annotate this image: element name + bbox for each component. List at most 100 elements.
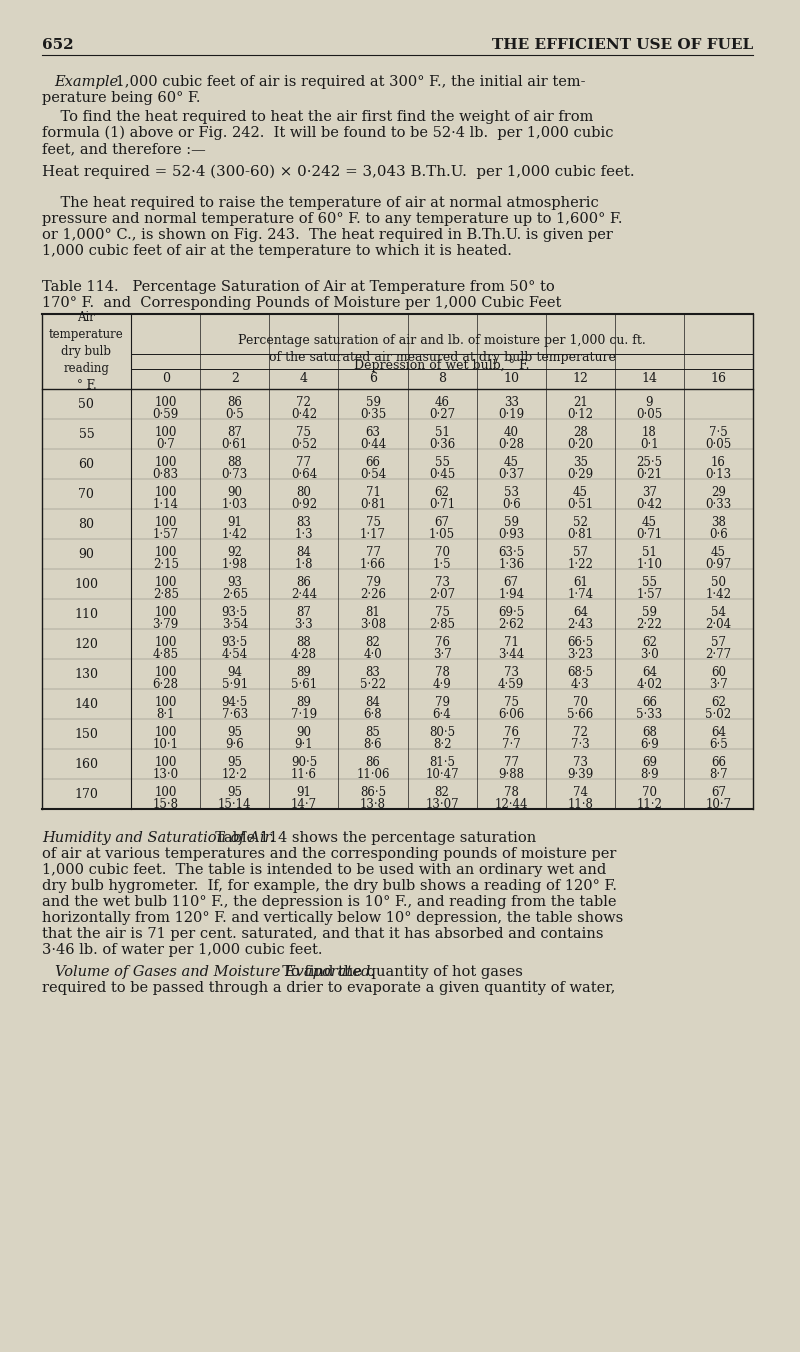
Text: 76: 76 [504,726,518,740]
Text: 4·0: 4·0 [364,648,382,661]
Text: 0·19: 0·19 [498,408,524,420]
Text: 7·7: 7·7 [502,738,521,750]
Text: 2·43: 2·43 [567,618,594,631]
Text: 4·28: 4·28 [291,648,317,661]
Text: 86: 86 [297,576,311,589]
Text: 25·5: 25·5 [636,456,662,469]
Text: 93·5: 93·5 [222,606,248,619]
Text: Air
temperature
dry bulb
reading
° F.: Air temperature dry bulb reading ° F. [49,311,124,392]
Text: 38: 38 [711,516,726,529]
Text: 2·26: 2·26 [360,588,386,602]
Text: 71: 71 [504,635,518,649]
Text: 55: 55 [78,427,94,441]
Text: 100: 100 [154,396,177,410]
Text: 1·14: 1·14 [153,498,178,511]
Text: 67: 67 [711,786,726,799]
Text: 11·2: 11·2 [637,798,662,811]
Text: 90: 90 [227,485,242,499]
Text: 73: 73 [504,667,518,679]
Text: 90·5: 90·5 [290,756,317,769]
Text: 5·91: 5·91 [222,677,248,691]
Text: 71: 71 [366,485,381,499]
Text: 8: 8 [438,373,446,385]
Text: 80: 80 [78,518,94,530]
Text: 10·47: 10·47 [426,768,459,781]
Text: 11·6: 11·6 [291,768,317,781]
Text: horizontally from 120° F. and vertically below 10° depression, the table shows: horizontally from 120° F. and vertically… [42,911,623,925]
Text: 0·27: 0·27 [429,408,455,420]
Text: 91: 91 [297,786,311,799]
Text: 50: 50 [711,576,726,589]
Text: 55: 55 [642,576,657,589]
Text: 1·8: 1·8 [294,558,313,571]
Text: 80·5: 80·5 [429,726,455,740]
Text: 46: 46 [434,396,450,410]
Text: 66: 66 [711,756,726,769]
Text: 62: 62 [711,696,726,708]
Text: 89: 89 [297,696,311,708]
Text: 6·06: 6·06 [498,708,524,721]
Text: 95: 95 [227,726,242,740]
Text: 9·1: 9·1 [294,738,314,750]
Text: 12·44: 12·44 [494,798,528,811]
Text: 69·5: 69·5 [498,606,524,619]
Text: 0·61: 0·61 [222,438,248,452]
Text: 64: 64 [642,667,657,679]
Text: 13·0: 13·0 [153,768,178,781]
Text: 52: 52 [573,516,588,529]
Text: 1·10: 1·10 [637,558,662,571]
Text: 1,000 cubic feet.  The table is intended to be used with an ordinary wet and: 1,000 cubic feet. The table is intended … [42,863,606,877]
Text: 94: 94 [227,667,242,679]
Text: The heat required to raise the temperature of air at normal atmospheric: The heat required to raise the temperatu… [42,196,598,210]
Text: 0·1: 0·1 [640,438,658,452]
Text: 62: 62 [434,485,450,499]
Text: 79: 79 [366,576,381,589]
Text: 9: 9 [646,396,653,410]
Text: 75: 75 [504,696,518,708]
Text: 88: 88 [297,635,311,649]
Text: To find the heat required to heat the air first find the weight of air from: To find the heat required to heat the ai… [42,110,593,124]
Text: 86: 86 [227,396,242,410]
Text: 62: 62 [642,635,657,649]
Text: 69: 69 [642,756,657,769]
Text: Percentage saturation of air and lb. of moisture per 1,000 cu. ft.
of the satura: Percentage saturation of air and lb. of … [238,334,646,364]
Text: 33: 33 [504,396,518,410]
Text: 140: 140 [74,698,98,711]
Text: 14: 14 [642,373,658,385]
Text: 90: 90 [78,548,94,561]
Text: 0·83: 0·83 [153,468,178,481]
Text: 170° F.  and  Corresponding Pounds of Moisture per 1,000 Cubic Feet: 170° F. and Corresponding Pounds of Mois… [42,296,561,310]
Text: 100: 100 [154,426,177,439]
Text: 92: 92 [227,546,242,558]
Text: 6·4: 6·4 [433,708,451,721]
Text: 84: 84 [366,696,381,708]
Text: 2·22: 2·22 [637,618,662,631]
Text: 0·93: 0·93 [498,529,524,541]
Text: 7·19: 7·19 [291,708,317,721]
Text: 61: 61 [573,576,588,589]
Text: 67: 67 [434,516,450,529]
Text: Table 114 shows the percentage saturation: Table 114 shows the percentage saturatio… [206,831,536,845]
Text: 3·79: 3·79 [153,618,179,631]
Text: 40: 40 [504,426,518,439]
Text: 80: 80 [297,485,311,499]
Text: 2·65: 2·65 [222,588,248,602]
Text: 100: 100 [154,606,177,619]
Text: 7·63: 7·63 [222,708,248,721]
Text: 77: 77 [297,456,311,469]
Text: 4·02: 4·02 [636,677,662,691]
Text: 0·52: 0·52 [291,438,317,452]
Text: 76: 76 [434,635,450,649]
Text: 652: 652 [42,38,74,51]
Text: 77: 77 [366,546,381,558]
Text: 85: 85 [366,726,381,740]
Text: 12·2: 12·2 [222,768,248,781]
Text: 0·20: 0·20 [567,438,594,452]
Text: 0·92: 0·92 [291,498,317,511]
Text: 100: 100 [154,485,177,499]
Text: 100: 100 [154,576,177,589]
Text: 10·1: 10·1 [153,738,178,750]
Text: 4: 4 [300,373,308,385]
Text: 10·7: 10·7 [706,798,732,811]
Text: 16: 16 [710,373,726,385]
